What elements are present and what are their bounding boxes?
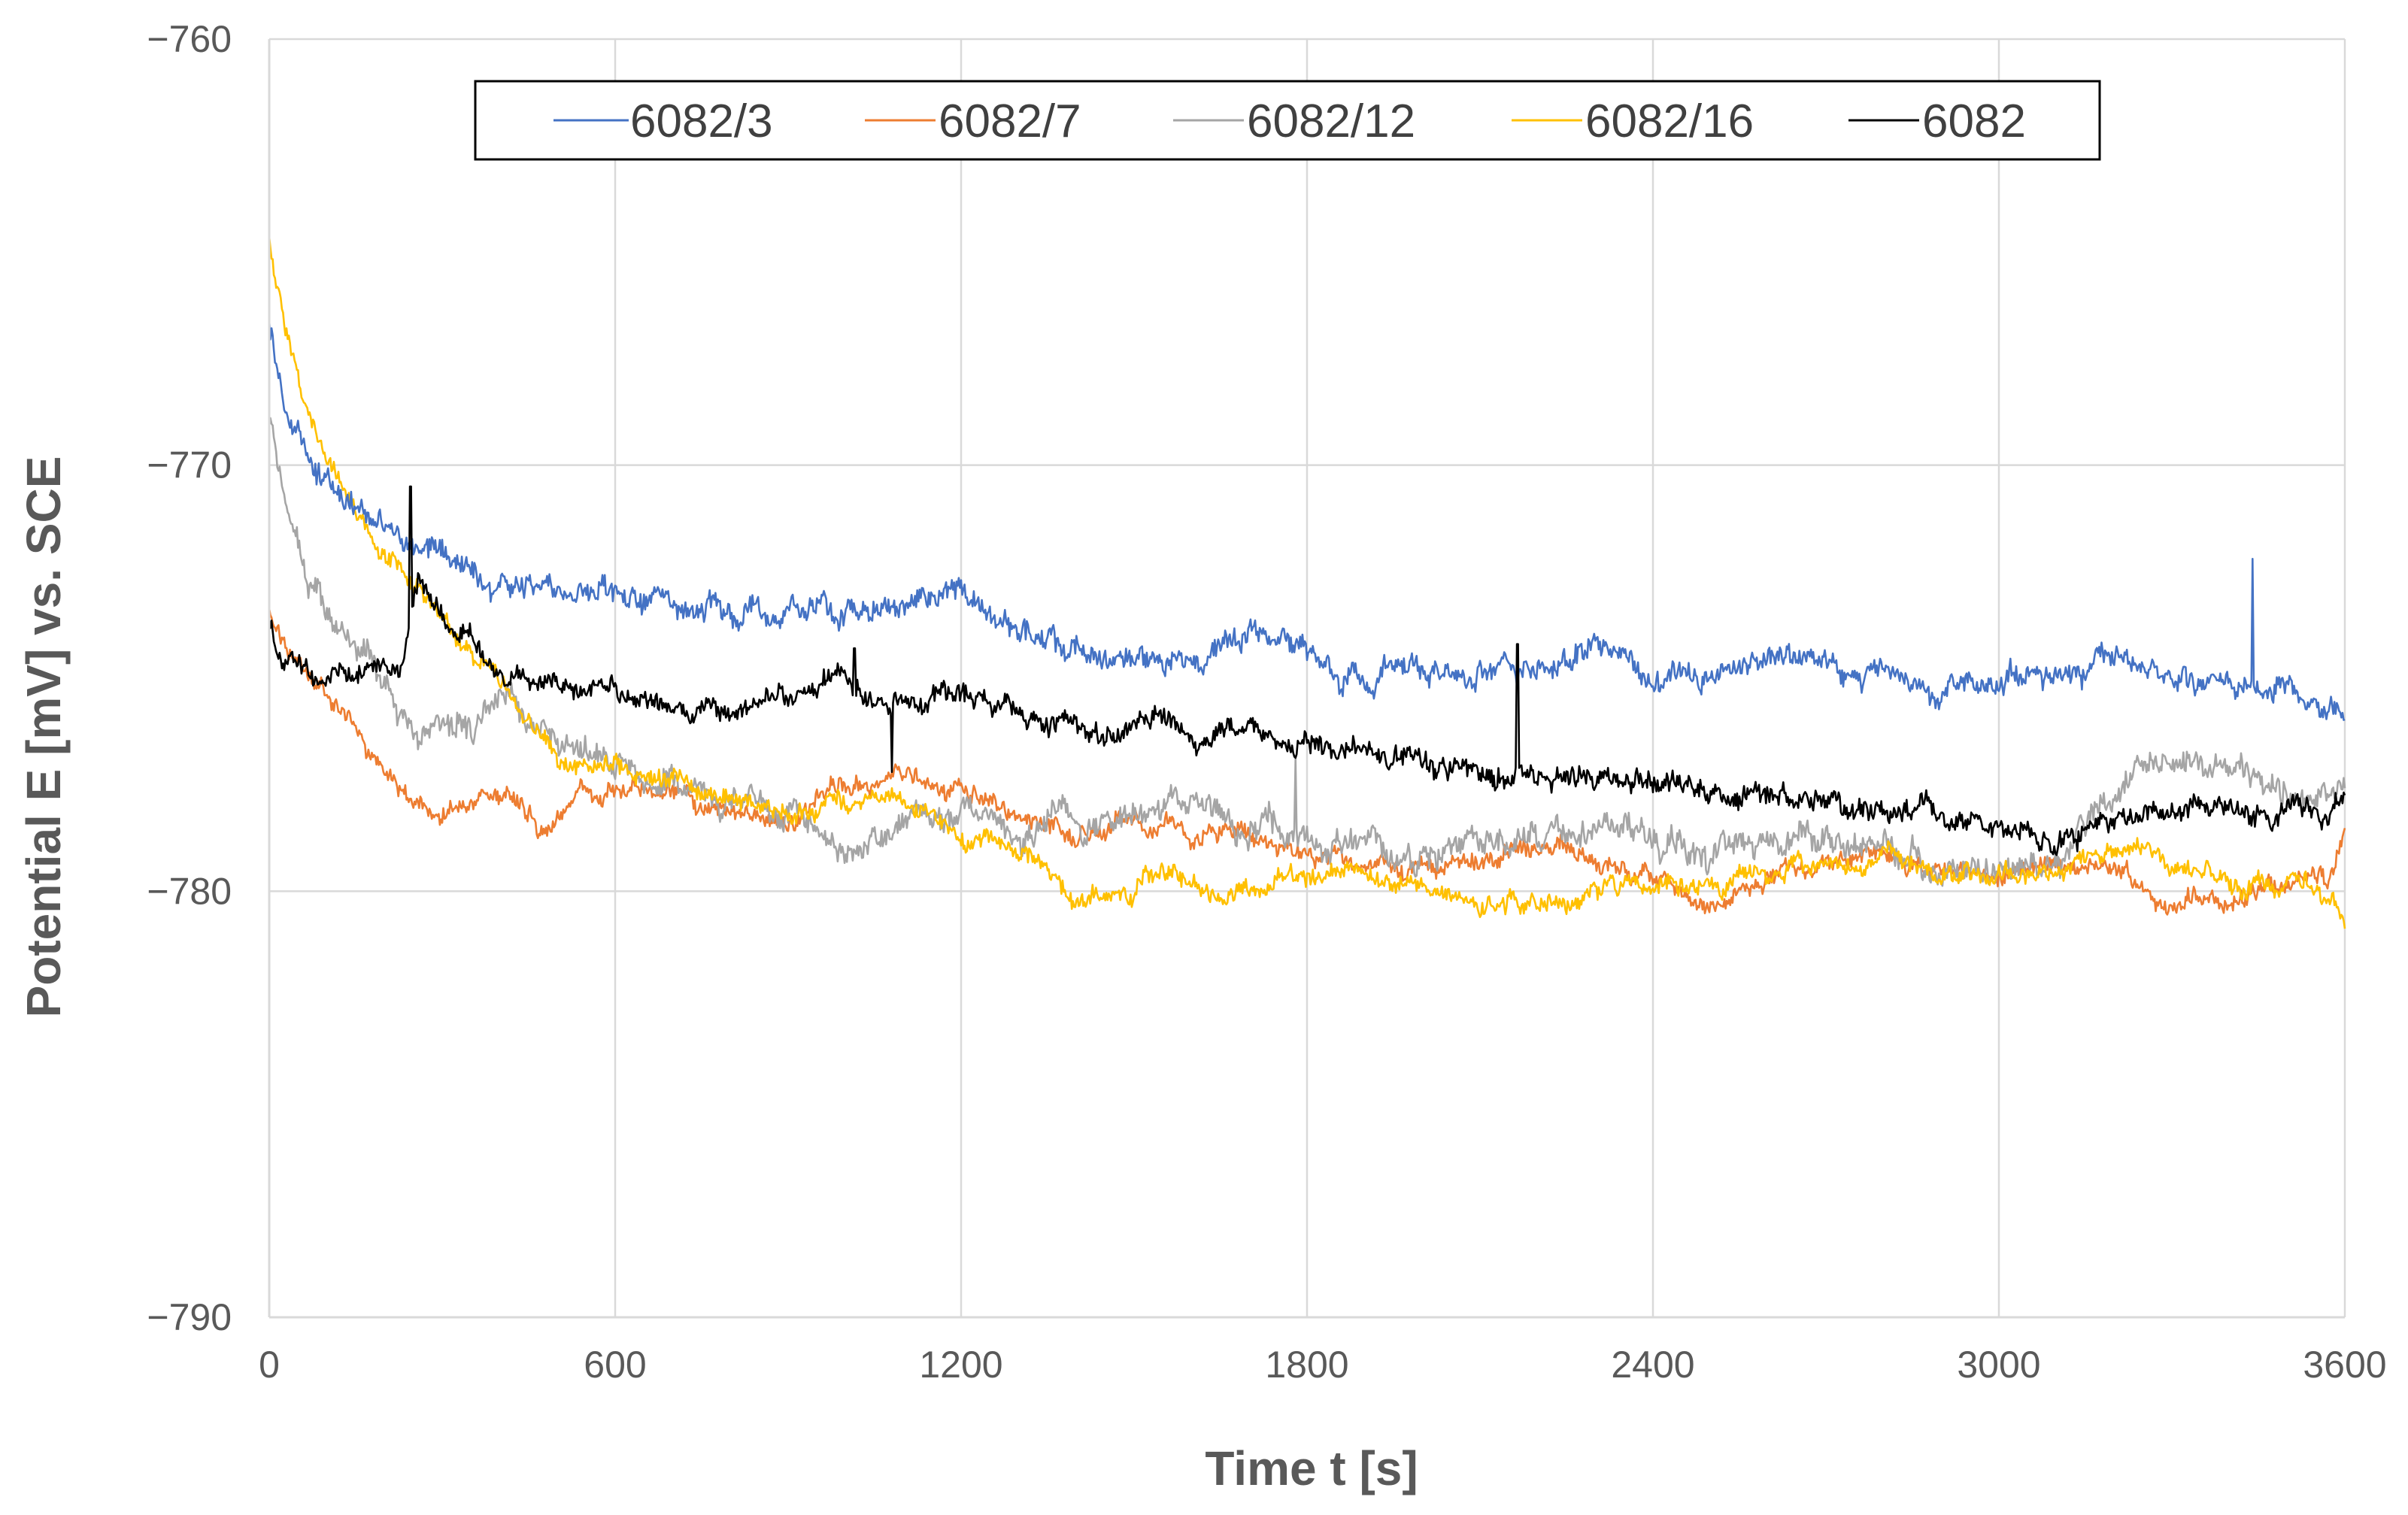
x-tick-label: 3600 bbox=[2303, 1344, 2386, 1386]
y-tick-label: −770 bbox=[147, 444, 232, 486]
x-tick-label: 600 bbox=[584, 1344, 646, 1386]
legend-box bbox=[474, 80, 2101, 161]
series-line-6082 bbox=[268, 485, 2346, 856]
legend-label: 6082 bbox=[1922, 95, 2026, 147]
series-line-6082-3 bbox=[268, 320, 2346, 721]
x-tick-label: 1200 bbox=[919, 1344, 1002, 1386]
grid-lines bbox=[269, 38, 2346, 1319]
axes: 0 600 1200 1800 2400 3000 3600 −760 −770 −780 −790 bbox=[147, 18, 2386, 1386]
y-axis-title: Potential E [mV] vs. SCE bbox=[17, 456, 71, 1018]
series-lines bbox=[268, 236, 2346, 929]
y-tick-label: −790 bbox=[147, 1296, 232, 1338]
x-tick-label: 2400 bbox=[1611, 1344, 1694, 1386]
x-axis-title: Time t [s] bbox=[1205, 1441, 1418, 1495]
y-tick-label: −780 bbox=[147, 870, 232, 912]
x-tick-label: 1800 bbox=[1265, 1344, 1348, 1386]
x-tick-label: 0 bbox=[259, 1344, 280, 1386]
legend-label: 6082/3 bbox=[630, 95, 773, 147]
legend-label: 6082/7 bbox=[939, 95, 1081, 147]
legend-label: 6082/12 bbox=[1247, 95, 1415, 147]
x-tick-label: 3000 bbox=[1957, 1344, 2040, 1386]
legend-label: 6082/16 bbox=[1585, 95, 1754, 147]
y-tick-label: −760 bbox=[147, 18, 232, 60]
series-line-6082-16 bbox=[268, 236, 2346, 929]
legend: 6082/3 6082/7 6082/12 6082/16 6082 bbox=[474, 80, 2101, 161]
